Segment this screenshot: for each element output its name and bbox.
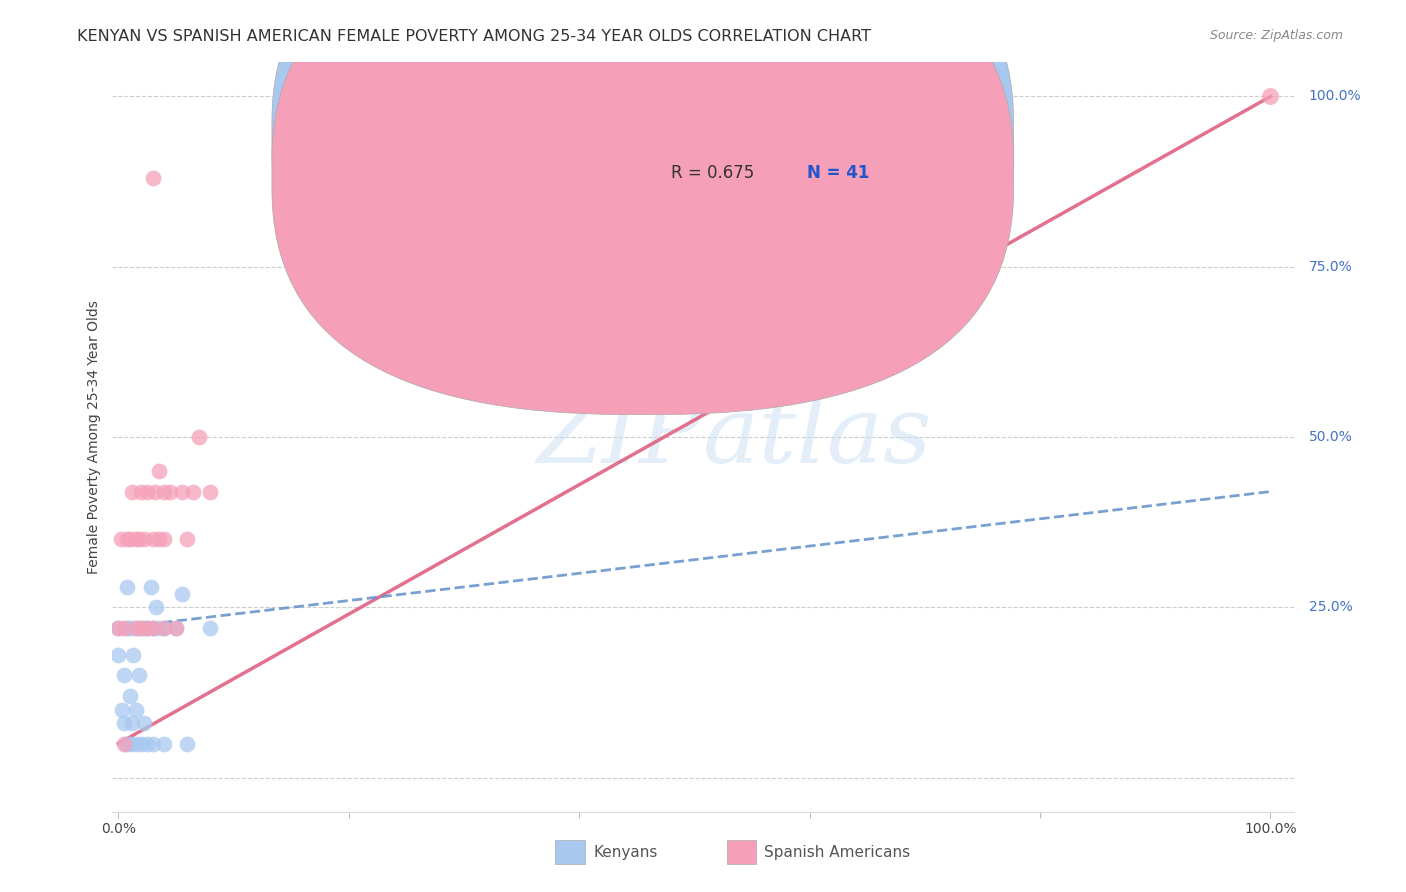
Point [136,484,159,499]
Text: N = 34: N = 34 [807,127,869,145]
Point [124,702,146,716]
Point [129,621,152,635]
Text: 75.0%: 75.0% [1309,260,1353,274]
Text: 25.0%: 25.0% [1309,600,1353,615]
Point [136,737,159,751]
Point [148,464,170,478]
Point [110,533,132,547]
Text: R = 0.675: R = 0.675 [671,164,755,182]
Point [200,621,222,635]
Text: atlas: atlas [703,392,932,482]
Point [132,621,155,635]
Text: 50.0%: 50.0% [1309,430,1353,444]
Bar [727,840,756,864]
Point [145,600,167,615]
Point [165,621,187,635]
Text: KENYAN VS SPANISH AMERICAN FEMALE POVERTY AMONG 25-34 YEAR OLDS CORRELATION CHAR: KENYAN VS SPANISH AMERICAN FEMALE POVERT… [77,29,872,45]
Text: ZIP: ZIP [536,392,703,482]
Text: Kenyans: Kenyans [593,845,658,860]
Point [118,533,141,547]
Point [139,580,162,594]
Point [118,737,141,751]
Point [153,737,176,751]
Point [142,621,165,635]
Y-axis label: Female Poverty Among 25-34 Year Olds: Female Poverty Among 25-34 Year Olds [87,300,101,574]
Point [176,737,198,751]
Point [143,484,166,499]
Point [142,621,165,635]
Point [136,621,159,635]
Point [200,484,222,499]
FancyBboxPatch shape [271,0,1014,377]
Point [187,430,209,444]
Point [124,737,146,751]
Point [153,484,176,499]
Point [170,484,193,499]
FancyBboxPatch shape [271,0,1014,415]
Point [122,648,145,662]
Text: Source: ZipAtlas.com: Source: ZipAtlas.com [1209,29,1343,43]
Point [153,621,176,635]
Point [117,580,139,594]
Point [132,533,155,547]
Point [107,621,129,635]
Point [181,484,204,499]
Point [128,668,150,682]
Point [159,484,181,499]
Point [112,716,135,731]
Point [129,737,152,751]
Bar [555,840,585,864]
Point [148,621,170,635]
Point [1260,89,1282,103]
Point [115,737,138,751]
Text: R = 0.164: R = 0.164 [671,127,755,145]
Point [112,668,135,682]
Point [118,621,141,635]
Point [117,533,139,547]
Point [124,533,146,547]
Point [132,716,155,731]
Point [170,587,193,601]
Point [129,621,152,635]
Point [124,621,146,635]
Point [117,621,139,635]
Point [153,533,176,547]
Point [107,621,129,635]
Text: 100.0%: 100.0% [1309,89,1361,103]
Point [142,533,165,547]
Point [111,702,134,716]
Point [121,716,143,731]
Point [112,621,135,635]
Point [118,689,141,703]
Point [129,484,152,499]
Point [124,621,146,635]
Point [121,484,143,499]
Point [148,533,170,547]
Text: N = 41: N = 41 [807,164,869,182]
Point [107,648,129,662]
Point [142,171,165,186]
Point [128,533,150,547]
Point [142,737,165,751]
FancyBboxPatch shape [605,109,936,207]
Point [153,621,176,635]
Text: Spanish Americans: Spanish Americans [765,845,911,860]
Point [112,737,135,751]
Point [176,533,198,547]
Point [165,621,187,635]
Point [136,621,159,635]
